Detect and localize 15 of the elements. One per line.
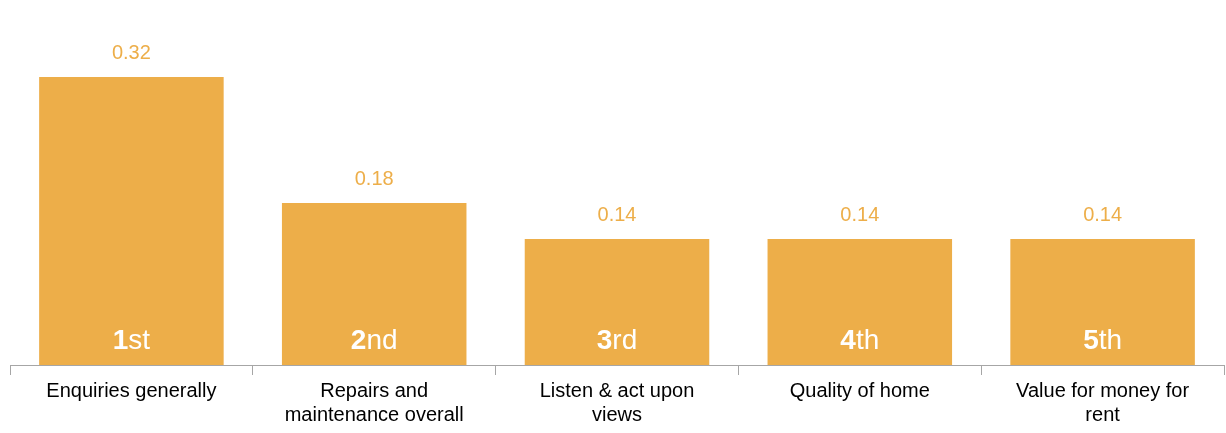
data-label: 0.14 [1083,202,1123,225]
x-tick-label: Value for money for rent [1016,378,1190,425]
annotation: 3rd [596,323,638,355]
x-tick-label: Quality of home [789,378,930,401]
data-label: 0.14 [840,202,880,225]
x-tick-label: Enquiries generally [46,378,217,401]
annotation: 2nd [350,323,398,355]
annotation: 1st [112,323,151,355]
annotation: 5th [1083,323,1123,355]
x-tick-label: Repairs and maintenance overall [284,378,464,425]
x-tick-label: Listen & act upon views [539,378,695,425]
data-label: 0.18 [354,166,394,189]
data-label: 0.14 [597,202,637,225]
annotation: 4th [840,323,880,355]
data-label: 0.32 [111,40,151,63]
